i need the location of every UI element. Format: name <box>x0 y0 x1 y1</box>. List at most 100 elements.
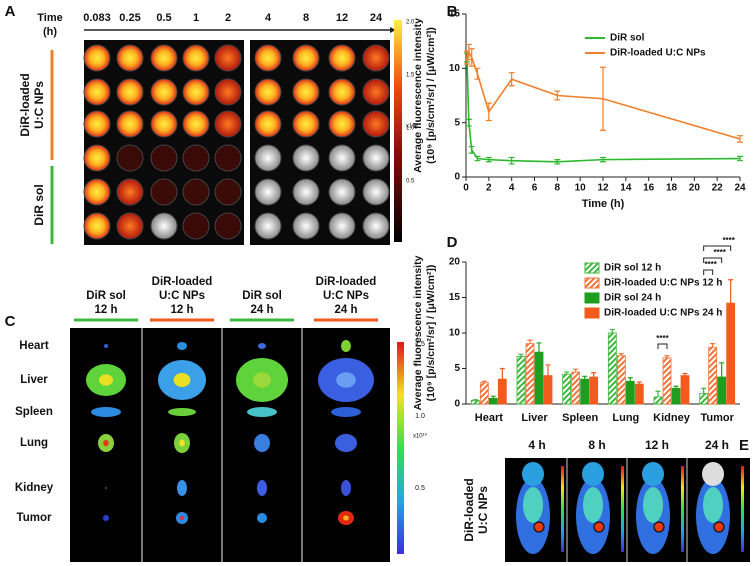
y-tick-label: 5 <box>454 117 460 128</box>
x-tick-label: Spleen <box>562 412 598 424</box>
column-header: 24 h <box>334 304 357 316</box>
well <box>292 178 320 206</box>
x-tick-label: 10 <box>575 183 587 194</box>
error-bar <box>627 377 633 382</box>
x-tick-label: 18 <box>666 183 678 194</box>
colorbar <box>394 20 402 242</box>
significance-bracket <box>703 245 732 251</box>
x-tick-label: 22 <box>712 183 724 194</box>
organ-hotspot <box>343 515 349 521</box>
well <box>328 178 356 206</box>
organ-hotspot <box>179 439 185 447</box>
well <box>254 144 282 172</box>
x-tick-label: 2 <box>486 183 492 194</box>
organ-signal <box>341 340 351 352</box>
time-label: 1 <box>193 12 199 24</box>
group-label: U:C NPs <box>32 81 46 129</box>
error-bar <box>490 395 496 399</box>
well <box>362 44 390 72</box>
colorbar <box>621 466 624 552</box>
y-axis-label: Average fluorescence intensity <box>412 255 424 410</box>
well <box>362 110 390 138</box>
well <box>83 110 111 138</box>
error-bar <box>728 279 734 304</box>
bar <box>488 397 498 405</box>
organ-signal <box>257 513 267 523</box>
legend-swatch <box>584 307 600 319</box>
mouse-head <box>582 462 604 486</box>
error-bar <box>591 372 597 378</box>
well <box>182 44 210 72</box>
axis-label: Time <box>37 12 62 24</box>
well <box>214 110 242 138</box>
colorbar-tick: 0.5 <box>406 179 415 185</box>
mouse-head <box>642 462 664 486</box>
significance-label: **** <box>656 334 669 343</box>
organ-label: Kidney <box>15 482 54 494</box>
bar <box>607 332 617 405</box>
organ-label: Heart <box>19 340 49 352</box>
time-label: 0.5 <box>156 12 171 24</box>
well <box>116 44 144 72</box>
well <box>362 78 390 106</box>
well <box>116 144 144 172</box>
time-label: 12 h <box>645 438 669 452</box>
error-bar <box>468 145 475 154</box>
panel-letter: E <box>739 437 749 454</box>
bar <box>680 375 690 405</box>
well <box>182 110 210 138</box>
tumor-signal <box>713 521 725 533</box>
error-bar <box>737 135 743 143</box>
well <box>292 44 320 72</box>
error-bar <box>508 156 515 165</box>
signal <box>643 487 663 523</box>
bar <box>653 396 663 405</box>
error-bar <box>485 156 492 163</box>
colorbar-unit: x10⁹ <box>406 123 419 130</box>
error-bar <box>664 355 670 358</box>
bar <box>634 383 644 405</box>
error-bar <box>573 368 579 373</box>
x-tick-label: Lung <box>612 412 639 424</box>
tumor-signal <box>593 521 605 533</box>
colorbar-tick: 1.0 <box>406 126 415 132</box>
y-tick-label: 0 <box>454 399 460 410</box>
bar <box>580 378 590 405</box>
time-label: 0.25 <box>119 12 140 24</box>
error-bar <box>710 343 716 348</box>
error-bar <box>465 118 472 127</box>
well <box>328 212 356 240</box>
well <box>83 212 111 240</box>
y-tick-label: 0 <box>454 172 460 183</box>
colorbar <box>681 466 684 552</box>
x-tick-label: 24 <box>734 183 746 194</box>
well <box>214 212 242 240</box>
panel-letter: D <box>447 234 458 251</box>
well <box>254 78 282 106</box>
x-tick-label: 0 <box>463 183 469 194</box>
y-axis-label: Average fluorescence intensity <box>412 18 424 173</box>
well <box>254 212 282 240</box>
y-tick-label: 15 <box>449 9 461 20</box>
organ-signal <box>104 344 108 348</box>
well <box>116 110 144 138</box>
colorbar-tick: 1.5 <box>406 73 415 79</box>
panel-letter: A <box>5 3 16 20</box>
organ-hotspot <box>103 439 109 447</box>
column-header: DiR sol <box>242 290 282 302</box>
well <box>214 44 242 72</box>
panel-letter: B <box>447 3 458 20</box>
error-bar <box>564 371 570 375</box>
plate <box>84 40 244 245</box>
error-bar <box>682 372 688 376</box>
well <box>254 110 282 138</box>
y-tick-label: 20 <box>449 257 461 268</box>
error-bar <box>527 339 533 344</box>
time-label: 0.083 <box>83 12 111 24</box>
organ-hotspot <box>252 372 272 388</box>
error-bar <box>582 375 588 380</box>
error-bar <box>518 353 524 357</box>
group-label: DiR-loaded <box>462 478 476 541</box>
y-tick-label: 15 <box>449 292 461 303</box>
bar <box>516 356 526 405</box>
